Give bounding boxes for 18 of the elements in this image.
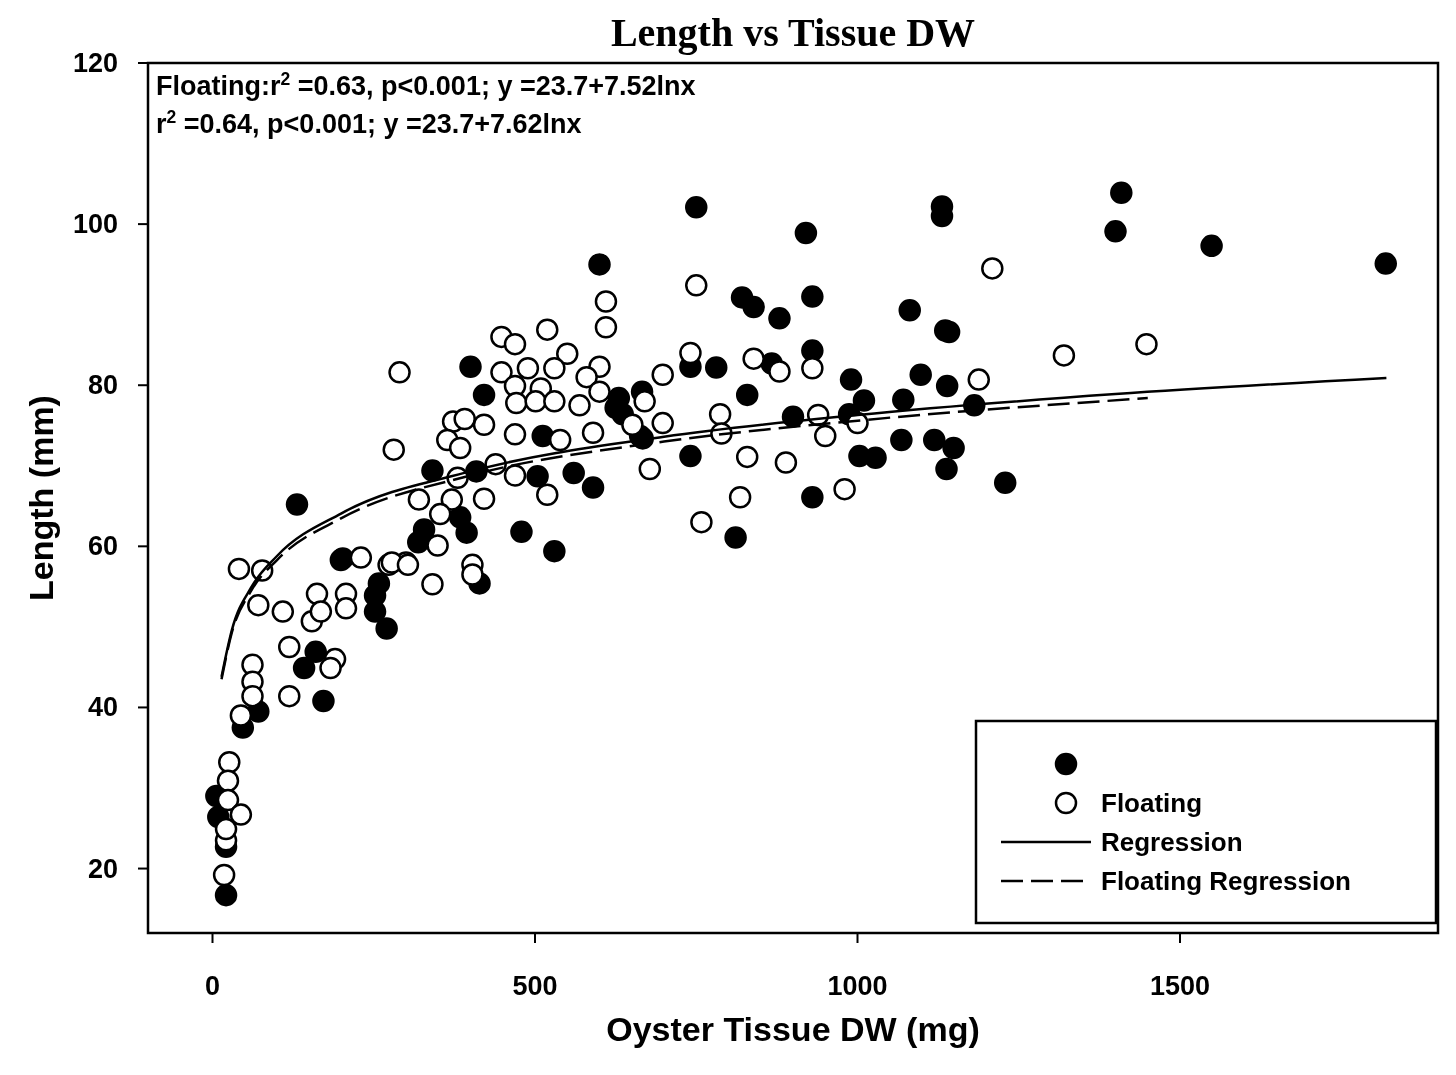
legend-label: Regression xyxy=(1101,827,1243,857)
x-tick-label: 1000 xyxy=(827,971,888,1001)
annotation: Floating:r$^{2}$ =0.63, p<0.001; y =23.7+7.52lnx xyxy=(156,69,696,101)
annotation: r$^{2}$ =0.64, p<0.001; y =23.7+7.62lnx xyxy=(156,107,582,139)
y-tick-label: 80 xyxy=(87,370,118,401)
y-tick-label: 60 xyxy=(87,531,118,562)
x-axis-title: Oyster Tissue DW (mg) xyxy=(606,1010,980,1048)
chart-title: Length vs Tissue DW xyxy=(610,10,976,55)
legend-label: Floating Regression xyxy=(1101,866,1351,896)
y-tick-label: 40 xyxy=(87,692,118,723)
x-tick-label: 1500 xyxy=(1149,971,1211,1001)
x-tick-label: 0 xyxy=(204,971,221,1001)
legend-label: Floating xyxy=(1101,788,1203,818)
y-tick-label: 120 xyxy=(72,48,118,78)
y-tick-label: 100 xyxy=(72,209,118,240)
y-tick-label: 20 xyxy=(87,853,118,884)
x-tick-label: 500 xyxy=(512,971,558,1001)
y-axis-title: Length (mm) xyxy=(22,395,60,601)
